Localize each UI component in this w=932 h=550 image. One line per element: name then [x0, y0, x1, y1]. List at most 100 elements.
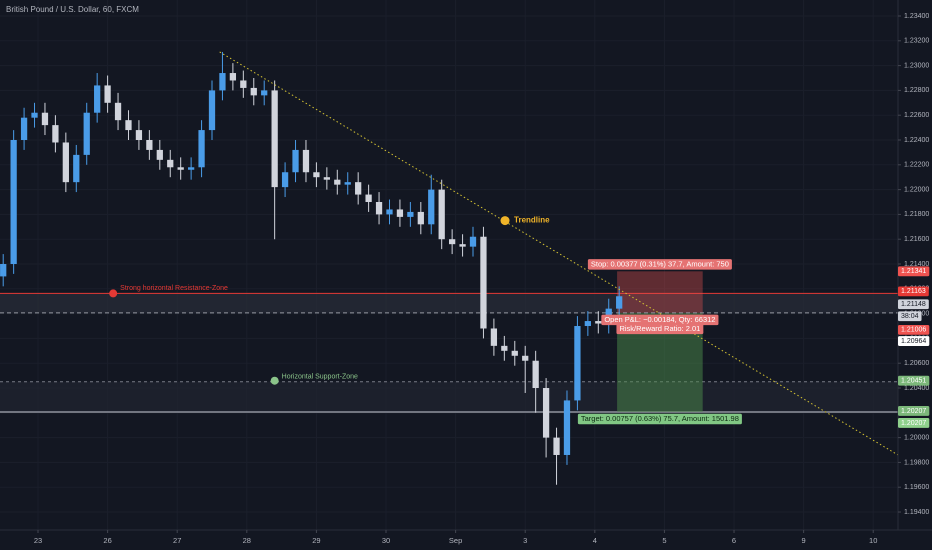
candle-body	[94, 85, 101, 113]
x-tick-label: 30	[382, 536, 390, 545]
candle-body	[501, 345, 508, 351]
candle-body	[584, 321, 591, 327]
candle-body	[365, 194, 372, 203]
candle-body	[146, 140, 153, 150]
resistance-label: Strong horizontal Resistance-Zone	[120, 285, 228, 292]
x-tick-label: 3	[523, 536, 527, 545]
y-tick-label: 1.19400	[904, 509, 929, 516]
candle-body	[271, 90, 278, 188]
stop-box	[617, 271, 703, 313]
candles	[0, 51, 623, 485]
y-tick-label: 1.20600	[904, 360, 929, 367]
y-tick-label: 1.22800	[904, 87, 929, 94]
candle-body	[125, 120, 132, 131]
x-tick-label: Sep	[449, 536, 462, 545]
candle-body	[574, 326, 581, 401]
x-tick-label: 9	[802, 536, 806, 545]
candle-body	[563, 400, 571, 455]
candle-body	[187, 167, 195, 170]
x-tick-label: 4	[593, 536, 597, 545]
candle-body	[480, 236, 487, 329]
x-tick-label: 6	[732, 536, 736, 545]
rr-label-bg	[616, 323, 704, 335]
candle-body	[104, 85, 111, 103]
candle-body	[417, 211, 424, 225]
candle-body	[83, 112, 90, 155]
y-tick-label: 1.23000	[904, 62, 929, 69]
y-tick-label: 1.20000	[904, 434, 929, 441]
y-tick-label: 1.21600	[904, 236, 929, 243]
price-label-bg	[898, 406, 930, 416]
support-label: Horizontal Support-Zone	[282, 374, 358, 381]
countdown-label-bg	[898, 311, 922, 322]
candle-body	[438, 189, 445, 240]
candle-body	[229, 73, 237, 81]
x-tick-label: 23	[34, 536, 42, 545]
candle-body	[167, 159, 174, 168]
candle-body	[135, 130, 143, 141]
candle-body	[459, 244, 466, 247]
y-tick-label: 1.22600	[904, 112, 929, 119]
price-label-bg	[898, 375, 930, 386]
candle-body	[52, 125, 59, 143]
candle-body	[198, 130, 205, 168]
candle-body	[407, 211, 414, 217]
x-tick-label: 26	[103, 536, 111, 545]
price-label: 1.20451	[901, 378, 926, 385]
support-marker	[270, 376, 279, 385]
price-label-bg	[898, 336, 930, 346]
candle-body	[114, 102, 122, 121]
price-label-bg	[898, 299, 929, 310]
candle-body	[616, 296, 623, 309]
candle-body	[62, 142, 69, 183]
candle-body	[522, 355, 529, 361]
support-zone	[0, 381, 898, 412]
candle-body	[41, 112, 49, 126]
candle-body	[542, 388, 550, 438]
stop-label-bg	[587, 259, 732, 270]
candle-body	[302, 149, 310, 173]
candle-body	[177, 167, 184, 170]
candle-body	[469, 236, 477, 247]
candle-body	[73, 154, 80, 183]
price-label: 1.21163	[901, 288, 926, 295]
candle-body	[208, 90, 216, 131]
y-tick-label: 1.23200	[904, 38, 929, 45]
drawings: Trendline Strong horizontal Resistance-Zo…	[109, 51, 899, 456]
candle-body	[10, 140, 17, 265]
trendline-marker	[500, 216, 510, 226]
candle-body	[313, 172, 320, 178]
candle-body	[281, 172, 289, 188]
price-label-bg	[898, 324, 930, 335]
candle-body	[334, 179, 341, 185]
chart-title: British Pound / U.S. Dollar, 60, FXCM	[6, 5, 139, 14]
candle-body	[344, 182, 351, 185]
y-tick-label: 1.19800	[904, 459, 929, 466]
candle-body	[595, 321, 602, 324]
rr-label: Risk/Reward Ratio: 2.01	[619, 324, 700, 333]
target-label: Target: 0.00757 (0.63%) 75.7, Amount: 15…	[581, 414, 739, 423]
x-tick-label: 10	[869, 536, 877, 545]
y-tick-label: 1.23400	[904, 13, 929, 20]
candle-body	[396, 209, 404, 217]
y-tick-label: 1.22200	[904, 162, 929, 169]
x-tick-label: 5	[662, 536, 666, 545]
y-tick-label: 1.22400	[904, 137, 929, 144]
candle-body	[0, 264, 7, 277]
candle-body	[31, 112, 38, 118]
candle-body	[428, 189, 435, 225]
candle-body	[553, 437, 560, 455]
x-tick-label: 29	[312, 536, 320, 545]
y-tick-label: 1.19600	[904, 484, 929, 491]
candle-body	[156, 149, 163, 160]
candle-body	[532, 360, 539, 389]
price-label-bg	[898, 286, 929, 297]
y-tick-label: 1.22000	[904, 186, 929, 193]
candle-body	[240, 80, 247, 88]
candle-body	[292, 149, 299, 173]
price-label: 1.21341	[901, 268, 926, 275]
candle-body	[250, 87, 257, 96]
price-label: 1.20207	[901, 420, 926, 427]
